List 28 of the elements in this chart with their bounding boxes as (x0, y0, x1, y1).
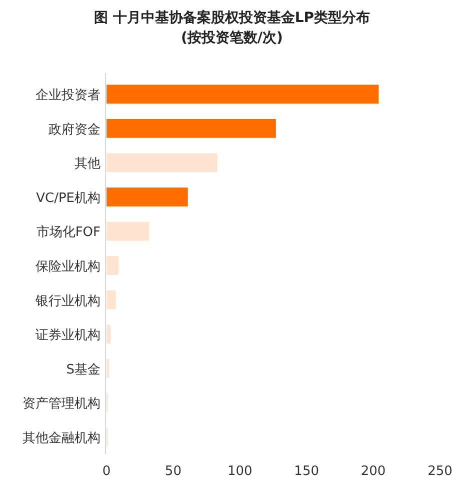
y-tick-label: 其他 (74, 156, 100, 172)
bar (106, 84, 379, 104)
y-tick-label: 银行业机构 (34, 294, 100, 309)
bar (106, 153, 218, 172)
y-tick-label: VC/PE机构 (36, 190, 100, 206)
y-tick-label: 保险业机构 (36, 260, 100, 274)
bar (106, 188, 188, 206)
x-tick-label: 50 (164, 464, 182, 479)
x-tick-label: 100 (227, 464, 252, 479)
y-tick-label: 证券业机构 (36, 328, 100, 344)
y-tick-label: 市场化FOF (36, 225, 100, 240)
x-tick-label: 150 (294, 464, 320, 479)
y-tick-label: S基金 (66, 362, 100, 378)
y-tick-label: 政府资金 (48, 121, 100, 138)
y-tick-label: 其他金融机构 (22, 430, 100, 446)
bar (106, 118, 276, 138)
bar (106, 358, 110, 378)
bar (106, 324, 110, 344)
bar (106, 290, 116, 310)
chart-subtitle: (按投资笔数/次) (181, 30, 283, 46)
bar (106, 222, 150, 241)
chart-title: 图 十月中基协备案股权投资基金LP类型分布 (94, 9, 370, 26)
x-tick-label: 200 (360, 464, 386, 479)
x-tick-label: 250 (428, 464, 452, 479)
y-tick-label: 企业投资者 (36, 88, 100, 104)
x-tick-label: 0 (102, 464, 111, 479)
y-tick-label: 资产管理机构 (22, 396, 100, 412)
bar (106, 256, 119, 275)
